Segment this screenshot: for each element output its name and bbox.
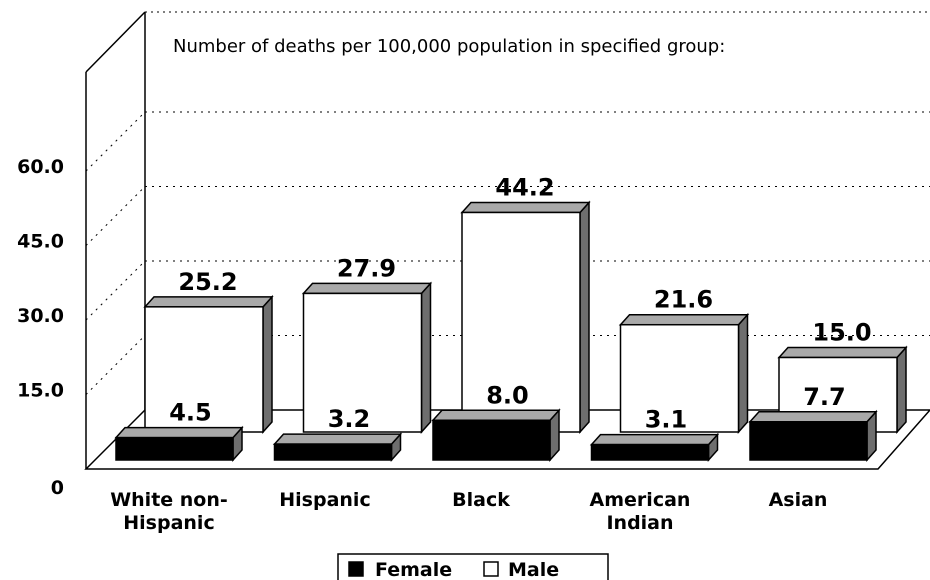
bar-side-face [579, 200, 590, 434]
category-label: Hispanic [279, 489, 370, 511]
y-tick-label: 15.0 [17, 380, 64, 402]
female-data-label: 8.0 [486, 381, 529, 409]
bar-front-face [115, 436, 234, 461]
bar-top-face [777, 346, 908, 359]
gridline-side [85, 260, 146, 321]
data-labels: 25.2 4.5 27.9 3.2 44.2 8.0 21.6 3.1 15.0 7.7 [169, 173, 871, 433]
y-tick-label: 0 [51, 477, 64, 499]
category-label: Asian [769, 489, 828, 511]
bar-front-face [461, 211, 581, 433]
chart-annotation: Number of deaths per 100,000 population … [173, 36, 725, 57]
female-bar [431, 408, 561, 462]
bar-top-face [589, 433, 720, 446]
y-tick-label: 45.0 [17, 231, 64, 253]
male-data-label: 27.9 [337, 254, 396, 282]
male-data-label: 15.0 [812, 319, 871, 347]
legend: Female Male [337, 553, 609, 580]
bar-top-face [460, 201, 591, 214]
bar-top-face [114, 426, 244, 439]
legend-swatch-female [348, 561, 364, 577]
bar-front-face [590, 443, 710, 461]
bar-front-face [432, 419, 551, 461]
female-bars [114, 408, 878, 462]
bar-side-face [262, 294, 273, 434]
male-bars [143, 200, 908, 434]
male-data-label: 21.6 [654, 286, 713, 314]
category-label: American Indian [590, 489, 691, 534]
category-label: Black [452, 489, 510, 511]
male-data-label: 25.2 [178, 268, 237, 296]
gridline-side [85, 335, 146, 395]
male-data-label: 44.2 [495, 173, 554, 201]
bar-side-face [896, 345, 907, 434]
female-data-label: 4.5 [169, 399, 212, 427]
y-tick-label: 60.0 [17, 156, 64, 178]
side-wall-top-edge [85, 11, 146, 73]
female-data-label: 7.7 [803, 383, 846, 411]
y-tick-labels: 0 15.0 30.0 45.0 60.0 [17, 156, 64, 499]
legend-box [337, 553, 609, 580]
legend-label-female: Female [375, 559, 452, 580]
gridline-side [85, 186, 146, 246]
y-tick-label: 30.0 [17, 305, 64, 327]
bar-top-face [431, 409, 561, 422]
male-bar [301, 281, 433, 434]
male-bar [460, 200, 591, 434]
female-bar [748, 409, 878, 462]
gridline-side [85, 111, 146, 172]
male-bar [143, 294, 274, 434]
bar-front-face [302, 292, 423, 433]
male-bar [618, 312, 750, 434]
bar-top-face [143, 296, 274, 308]
female-bar [272, 432, 403, 462]
bar-side-face [420, 281, 432, 434]
bar-front-face [749, 421, 868, 461]
bar-top-face [618, 313, 750, 326]
bar-top-face [748, 411, 878, 423]
female-data-label: 3.2 [328, 405, 371, 433]
bar-top-face [301, 282, 433, 295]
category-label: White non-Hispanic [110, 489, 228, 534]
female-bar [589, 432, 720, 462]
bar-front-face [144, 306, 264, 433]
female-bar [114, 425, 244, 462]
legend-label-male: Male [508, 559, 559, 580]
bar-side-face [737, 312, 749, 434]
bar-front-face [619, 323, 740, 433]
legend-swatch-male [483, 561, 499, 577]
bar-front-face [273, 443, 393, 461]
category-labels: White non-Hispanic Hispanic Black American I… [110, 489, 827, 534]
female-data-label: 3.1 [645, 406, 688, 434]
bar-top-face [272, 433, 403, 445]
